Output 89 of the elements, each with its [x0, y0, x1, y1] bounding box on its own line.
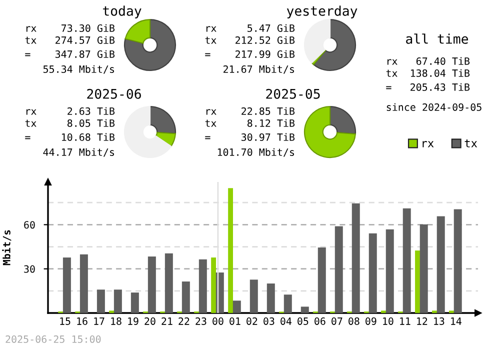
text: since 2024-09-05 [386, 103, 482, 111]
bar [368, 233, 377, 313]
x-tick-label: 18 [111, 317, 122, 325]
bar [80, 254, 88, 313]
bar [420, 224, 428, 313]
bar [62, 258, 71, 313]
x-tick-label: 16 [77, 317, 88, 325]
y-axis-title: Mbit/s [2, 230, 12, 266]
x-tick-label: 13 [434, 317, 444, 325]
bar [182, 282, 190, 313]
donut-slice [124, 18, 151, 44]
bar [318, 248, 326, 313]
text: all time [406, 34, 468, 44]
chart-title: today [102, 6, 142, 18]
bar [352, 203, 360, 313]
text: 55.34 Mbit/s [43, 65, 114, 74]
x-tick-label: 20 [144, 317, 156, 325]
bar [334, 226, 343, 313]
text: = 217.99 GiB [205, 50, 295, 58]
x-tick-label: 11 [400, 318, 410, 325]
bar [114, 290, 122, 313]
donut-slice [304, 18, 331, 64]
text: rx 2.63 TiB [26, 107, 115, 115]
text: 101.70 Mbit/s [218, 148, 294, 157]
bar [232, 300, 241, 313]
bar [415, 250, 420, 313]
x-tick-label: 15 [60, 318, 70, 325]
x-tick-label: 06 [314, 317, 326, 325]
bar [130, 292, 139, 313]
x-tick-label: 23 [196, 317, 206, 325]
text: rx 73.30 GiB [26, 24, 115, 32]
donut-slice [329, 106, 356, 135]
x-tick-label: 09 [366, 317, 376, 325]
text: = 205.43 TiB [386, 83, 470, 91]
y-tick-label: 30 [24, 265, 35, 273]
donut-slice [124, 18, 176, 72]
donut-slice [124, 106, 172, 158]
bar [284, 294, 292, 313]
legend-label: rx [422, 141, 434, 148]
text: = 10.68 TiB [25, 133, 115, 141]
donut-slice [304, 106, 356, 158]
bar [454, 209, 462, 313]
text: 21.67 Mbit/s [224, 65, 294, 74]
bar [228, 188, 233, 313]
x-tick-label: 10 [383, 317, 394, 325]
donut-slice [149, 106, 176, 134]
x-tick-label: 07 [332, 317, 342, 325]
text: 44.17 Mbit/s [43, 148, 114, 157]
bar [164, 253, 173, 313]
x-tick-label: 02 [246, 317, 258, 325]
bar [402, 208, 411, 313]
x-tick-label: 19 [128, 317, 138, 325]
bar [300, 306, 309, 313]
bar [198, 259, 207, 313]
bar [250, 280, 258, 313]
text: tx 212.52 GiB [205, 36, 295, 44]
x-tick-label: 14 [451, 318, 462, 325]
bar [96, 290, 105, 313]
bar [211, 258, 216, 313]
x-tick-label: 08 [348, 317, 360, 325]
text: rx 5.47 GiB [206, 24, 295, 32]
bar [266, 284, 275, 313]
x-tick-label: 12 [417, 317, 428, 325]
text: tx 8.12 TiB [205, 119, 295, 127]
x-tick-label: 00 [212, 317, 224, 325]
x-tick-label: 22 [178, 317, 190, 325]
bar [386, 229, 394, 313]
chart-title: 2025-05 [266, 88, 320, 99]
text: rx 22.85 TiB [206, 107, 295, 115]
chart-title: yesterday [286, 6, 358, 18]
text: = 347.87 GiB [25, 50, 115, 58]
x-tick-label: 01 [230, 317, 240, 325]
x-tick-label: 21 [162, 317, 172, 325]
text: tx 274.57 GiB [25, 36, 115, 44]
text: tx 138.04 TiB [386, 69, 470, 77]
text: = 30.97 TiB [205, 133, 295, 141]
x-tick-label: 17 [94, 318, 104, 325]
x-tick-label: 05 [298, 317, 308, 325]
donut-slice [313, 18, 356, 72]
chart-title: 2025-06 [87, 88, 141, 99]
legend-label: tx [464, 139, 478, 148]
text: rx 67.40 TiB [387, 57, 470, 65]
x-tick-label: 03 [264, 317, 274, 325]
y-tick-label: 60 [24, 221, 35, 229]
x-tick-label: 04 [280, 317, 292, 325]
bar [148, 256, 156, 313]
text: 2025-06-25 15:00 [6, 335, 101, 343]
text: tx 8.05 TiB [25, 119, 115, 127]
bar [436, 216, 445, 313]
